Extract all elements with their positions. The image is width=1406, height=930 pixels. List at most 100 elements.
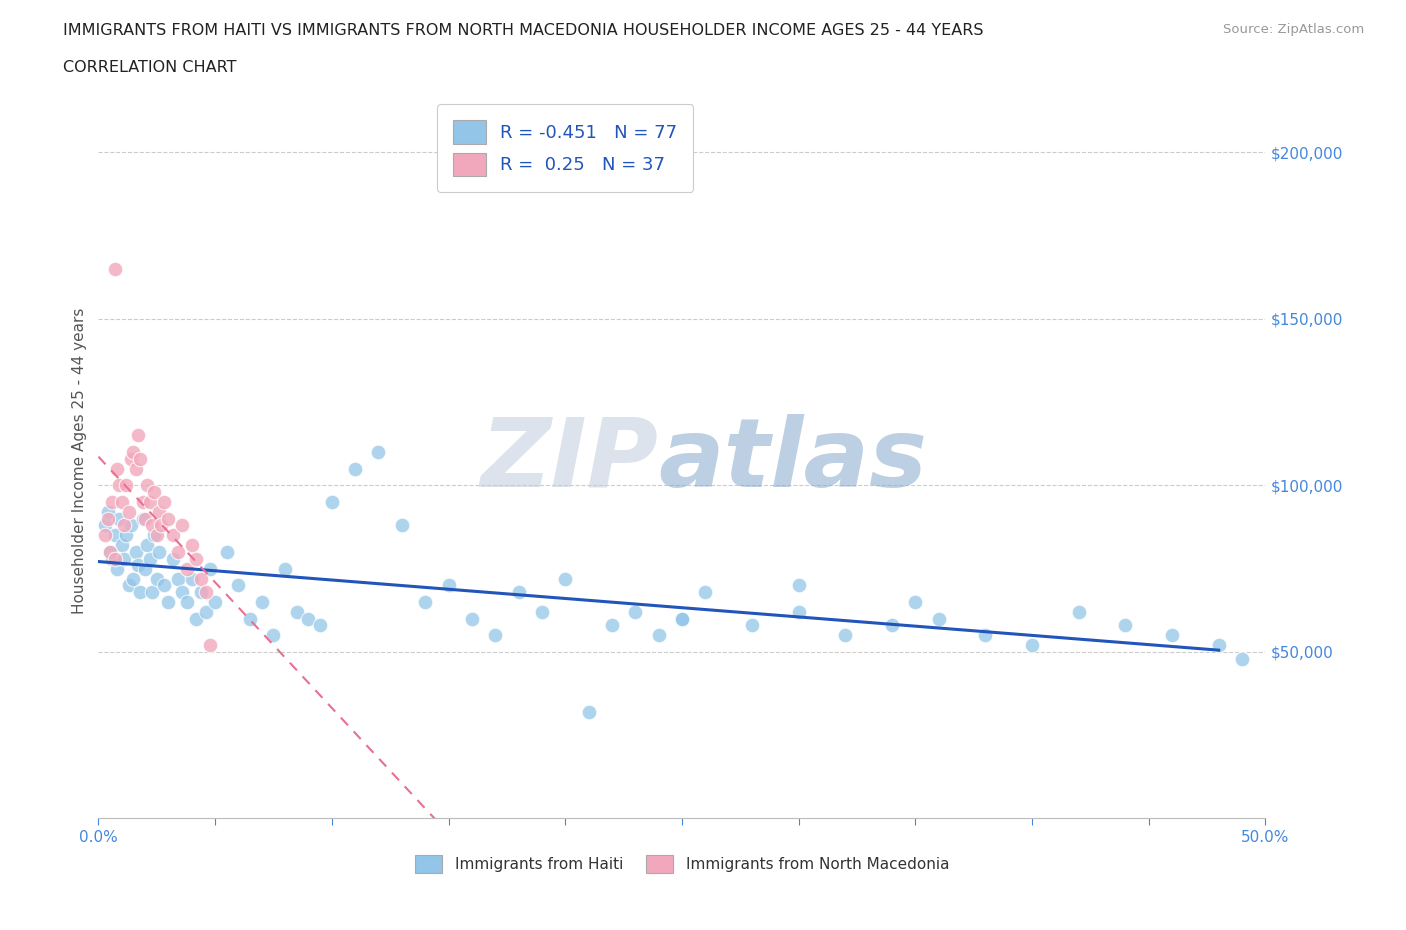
- Point: [578, 704, 600, 719]
- Point: [186, 551, 208, 566]
- Point: [176, 594, 198, 609]
- Point: [176, 561, 198, 576]
- Point: [97, 505, 120, 520]
- Point: [180, 538, 202, 552]
- Point: [215, 544, 238, 559]
- Point: [101, 495, 124, 510]
- Point: [118, 505, 141, 520]
- Point: [152, 578, 174, 592]
- Legend: Immigrants from Haiti, Immigrants from North Macedonia: Immigrants from Haiti, Immigrants from N…: [409, 849, 955, 879]
- Point: [157, 594, 180, 609]
- Text: ZIP: ZIP: [481, 414, 658, 507]
- Point: [1067, 604, 1090, 619]
- Point: [162, 528, 184, 543]
- Point: [97, 512, 120, 526]
- Point: [391, 518, 413, 533]
- Point: [146, 528, 169, 543]
- Point: [461, 611, 484, 626]
- Point: [172, 518, 194, 533]
- Point: [122, 571, 145, 586]
- Point: [297, 611, 319, 626]
- Point: [200, 561, 222, 576]
- Point: [98, 544, 121, 559]
- Y-axis label: Householder Income Ages 25 - 44 years: Householder Income Ages 25 - 44 years: [72, 307, 87, 614]
- Point: [190, 584, 212, 599]
- Point: [904, 594, 927, 609]
- Point: [239, 611, 262, 626]
- Point: [437, 578, 460, 592]
- Point: [787, 578, 810, 592]
- Point: [115, 478, 138, 493]
- Point: [148, 505, 170, 520]
- Text: CORRELATION CHART: CORRELATION CHART: [63, 60, 236, 75]
- Point: [262, 628, 284, 643]
- Text: IMMIGRANTS FROM HAITI VS IMMIGRANTS FROM NORTH MACEDONIA HOUSEHOLDER INCOME AGES: IMMIGRANTS FROM HAITI VS IMMIGRANTS FROM…: [63, 23, 984, 38]
- Point: [111, 538, 134, 552]
- Point: [600, 618, 623, 632]
- Point: [344, 461, 367, 476]
- Point: [120, 451, 142, 466]
- Point: [162, 551, 184, 566]
- Point: [98, 544, 121, 559]
- Text: atlas: atlas: [658, 414, 928, 507]
- Point: [834, 628, 856, 643]
- Point: [94, 528, 117, 543]
- Point: [1021, 638, 1043, 653]
- Point: [104, 261, 127, 276]
- Point: [101, 551, 124, 566]
- Point: [194, 584, 217, 599]
- Point: [139, 495, 162, 510]
- Point: [180, 571, 202, 586]
- Point: [172, 584, 194, 599]
- Point: [150, 518, 173, 533]
- Point: [484, 628, 506, 643]
- Point: [136, 478, 159, 493]
- Point: [115, 528, 138, 543]
- Point: [624, 604, 647, 619]
- Point: [200, 638, 222, 653]
- Point: [120, 518, 142, 533]
- Point: [104, 528, 127, 543]
- Point: [146, 571, 169, 586]
- Point: [125, 461, 148, 476]
- Point: [321, 495, 343, 510]
- Point: [127, 428, 149, 443]
- Point: [190, 571, 212, 586]
- Point: [141, 518, 163, 533]
- Point: [108, 478, 131, 493]
- Point: [132, 495, 155, 510]
- Point: [134, 512, 156, 526]
- Point: [309, 618, 332, 632]
- Point: [928, 611, 950, 626]
- Point: [741, 618, 763, 632]
- Point: [125, 544, 148, 559]
- Point: [132, 512, 155, 526]
- Point: [285, 604, 308, 619]
- Point: [1208, 638, 1230, 653]
- Point: [118, 578, 141, 592]
- Point: [111, 495, 134, 510]
- Point: [530, 604, 553, 619]
- Point: [94, 518, 117, 533]
- Point: [1230, 651, 1253, 666]
- Point: [148, 544, 170, 559]
- Point: [228, 578, 250, 592]
- Point: [105, 561, 128, 576]
- Point: [554, 571, 576, 586]
- Point: [974, 628, 997, 643]
- Point: [413, 594, 436, 609]
- Point: [880, 618, 903, 632]
- Point: [152, 495, 174, 510]
- Point: [141, 584, 163, 599]
- Point: [134, 561, 156, 576]
- Point: [508, 584, 530, 599]
- Point: [1114, 618, 1136, 632]
- Point: [671, 611, 693, 626]
- Point: [157, 512, 180, 526]
- Point: [136, 538, 159, 552]
- Point: [194, 604, 217, 619]
- Point: [186, 611, 208, 626]
- Point: [104, 551, 127, 566]
- Point: [143, 485, 166, 499]
- Point: [166, 571, 188, 586]
